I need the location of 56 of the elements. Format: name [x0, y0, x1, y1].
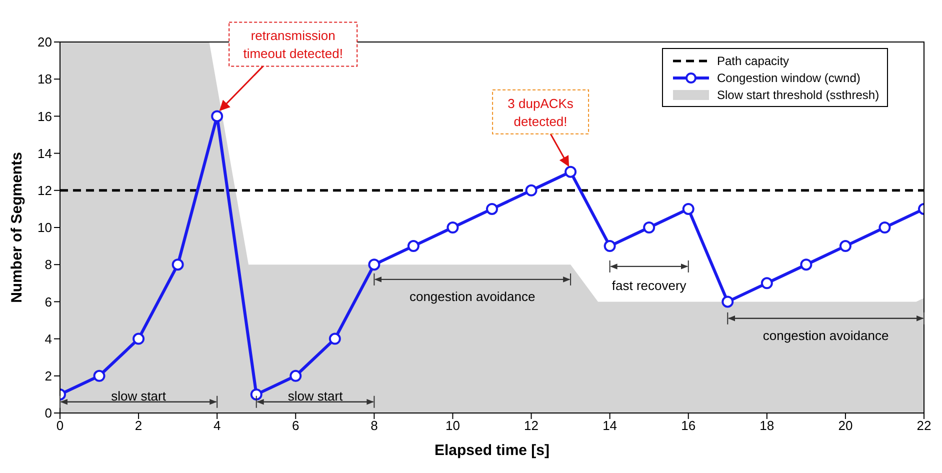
point	[682, 202, 694, 215]
legend-label: Path capacity	[717, 54, 790, 68]
y-tick-label: 8	[44, 257, 52, 272]
x-tick-label: 20	[838, 418, 853, 434]
annotation: 3 dupACKs detected!	[508, 96, 574, 129]
x-tick-label: 0	[56, 418, 64, 434]
point	[132, 332, 145, 345]
x-tick-label: 18	[760, 418, 774, 434]
y-tick-label: 2	[44, 368, 52, 384]
point	[407, 240, 420, 252]
point	[93, 370, 106, 382]
y-tick-label: 16	[38, 108, 52, 124]
x-tick-label: 6	[292, 418, 300, 434]
y-tick-label: 10	[38, 220, 52, 236]
point	[525, 184, 538, 196]
point	[722, 296, 734, 308]
point	[839, 240, 852, 252]
point	[250, 388, 262, 400]
y-tick-label: 20	[38, 34, 52, 50]
annotation: retransmission timeout detected!	[243, 28, 343, 62]
legend-label: Slow start threshold (ssthresh)	[717, 88, 880, 102]
annotation: fast recovery	[612, 278, 687, 294]
y-axis-title: Number of Segments	[8, 152, 26, 303]
point	[368, 258, 380, 271]
point	[760, 277, 773, 290]
point	[486, 202, 498, 215]
point	[328, 332, 341, 345]
point	[800, 258, 812, 271]
x-tick-label: 12	[524, 418, 539, 434]
x-axis-title: Elapsed time [s]	[434, 442, 550, 459]
annotation: slow start	[288, 388, 344, 404]
x-tick-label: 10	[445, 418, 460, 434]
y-tick-label: 18	[38, 72, 52, 87]
x-tick-label: 16	[681, 418, 696, 434]
x-tick-label: 14	[602, 418, 618, 434]
y-tick-label: 14	[38, 146, 52, 161]
legend-label: Congestion window (cwnd)	[717, 70, 860, 84]
y-tick-label: 4	[44, 331, 52, 346]
x-tick-label: 8	[370, 418, 378, 434]
x-tick-label: 22	[916, 418, 932, 434]
annotation: congestion avoidance	[409, 289, 536, 304]
point	[446, 222, 459, 234]
y-tick-label: 12	[38, 183, 52, 198]
y-tick-label: 0	[44, 406, 52, 421]
point	[564, 166, 577, 178]
annotation: slow start	[111, 388, 166, 404]
point	[643, 222, 656, 234]
point	[290, 370, 302, 382]
point	[172, 258, 184, 271]
point	[604, 240, 616, 252]
point	[211, 110, 224, 122]
x-tick-label: 2	[134, 418, 142, 434]
point	[878, 222, 891, 234]
y-tick-label: 6	[44, 294, 52, 310]
x-tick-label: 4	[213, 418, 221, 434]
annotation: congestion avoidance	[762, 328, 889, 344]
